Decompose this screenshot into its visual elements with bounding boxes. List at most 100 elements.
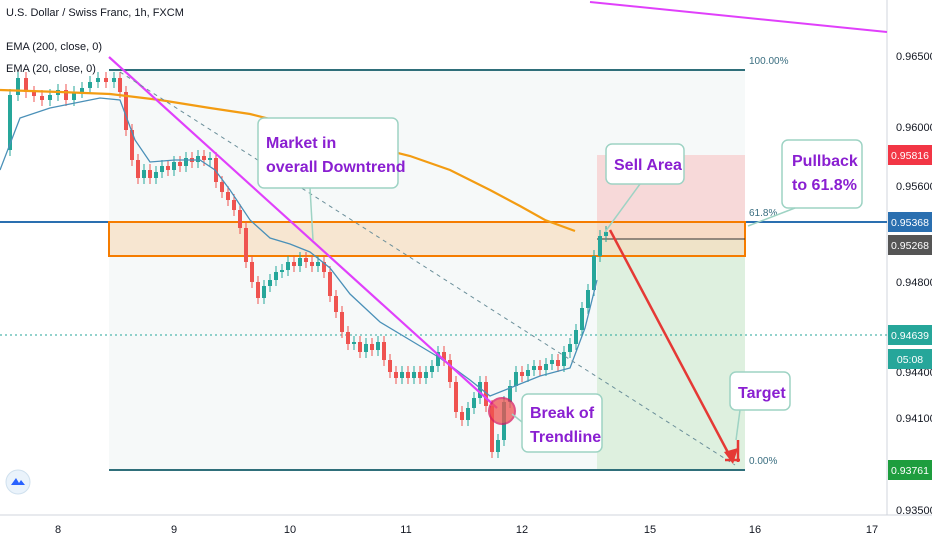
price-tag-label: 0.93761 — [891, 465, 929, 477]
ema20-legend[interactable]: EMA (20, close, 0) — [6, 63, 96, 75]
candle-body — [448, 360, 452, 382]
candle-body — [454, 382, 458, 412]
candle-body — [550, 360, 554, 364]
candle-body — [8, 95, 12, 150]
candle-body — [202, 156, 206, 160]
price-tag-label: 0.95816 — [891, 150, 929, 162]
candle-body — [316, 262, 320, 266]
break-label-2: Trendline — [530, 429, 601, 446]
candle-body — [160, 166, 164, 172]
candle-body — [136, 160, 140, 178]
candle-body — [80, 88, 84, 92]
pullback-label-2: to 61.8% — [792, 177, 857, 194]
candle-body — [352, 342, 356, 344]
target-label: Target — [738, 385, 786, 402]
candle-body — [196, 156, 200, 162]
candle-body — [172, 162, 176, 170]
y-tick-label: 0.96500 — [896, 51, 932, 63]
candle-body — [48, 95, 52, 100]
target-callout: Target — [729, 371, 791, 441]
candle-body — [394, 372, 398, 378]
candle-body — [436, 352, 440, 366]
candle-body — [490, 406, 494, 452]
candle-body — [292, 262, 296, 266]
pullback-callout: Pullback to 61.8% — [747, 139, 863, 227]
fib-level-label: 100.00% — [749, 56, 789, 67]
candle-body — [592, 256, 596, 290]
candle-body — [334, 296, 338, 312]
candle-body — [16, 78, 20, 95]
candle-body — [508, 386, 512, 402]
sell-profit-zone — [597, 239, 745, 470]
candle-body — [244, 228, 248, 262]
fib-diagonal — [119, 71, 736, 466]
break-marker — [488, 397, 516, 425]
candle-body — [430, 366, 434, 372]
candle-body — [118, 78, 122, 92]
candle-body — [568, 344, 572, 352]
candle-body — [24, 78, 28, 92]
price-tag — [888, 212, 932, 232]
x-axis-ticks: 8 9 10 11 12 15 16 17 — [55, 524, 878, 536]
upper-trendline — [589, 1, 888, 33]
candle-body — [262, 286, 266, 298]
candle-body — [358, 342, 362, 352]
candle-body — [166, 166, 170, 170]
candle-body — [154, 172, 158, 178]
candle-body — [298, 258, 302, 266]
price-axis[interactable] — [887, 0, 932, 515]
target-arrowhead — [724, 448, 738, 464]
candle-body — [382, 342, 386, 360]
candle-body — [526, 370, 530, 376]
candle-body — [598, 236, 602, 256]
candle-body — [238, 210, 242, 228]
candle-body — [514, 372, 518, 386]
y-tick-label: 0.95600 — [896, 181, 932, 193]
candle-body — [40, 96, 44, 100]
y-tick-label: 0.96000 — [896, 122, 932, 134]
candle-body — [574, 330, 578, 344]
ema200-legend[interactable]: EMA (200, close, 0) — [6, 41, 102, 53]
candle-body — [376, 342, 380, 350]
x-tick-label: 11 — [400, 524, 411, 536]
candle-body — [406, 372, 410, 378]
target-arrow — [608, 229, 735, 463]
candle-body — [104, 78, 108, 82]
candle-body — [124, 92, 128, 130]
x-tick-label: 12 — [516, 524, 528, 536]
candle-body — [556, 360, 560, 366]
candle-body — [268, 280, 272, 286]
price-tag — [888, 349, 932, 369]
candle-body — [208, 158, 212, 160]
tradingview-logo[interactable] — [5, 469, 31, 495]
candle-body — [460, 412, 464, 420]
price-tag-label: 0.95268 — [891, 240, 929, 252]
x-tick-label: 10 — [284, 524, 296, 536]
candle-body — [72, 92, 76, 100]
candle-body — [112, 78, 116, 82]
candle-body — [250, 262, 254, 282]
downtrend-label-2: overall Downtrend — [266, 159, 406, 176]
symbol-title: U.S. Dollar / Swiss Franc, 1h, FXCM — [6, 7, 184, 19]
price-tag — [888, 235, 932, 255]
fib-level-label: 0.00% — [749, 456, 777, 467]
price-tags: 0.95816 0.95368 0.95268 0.94639 05:08 0.93761 — [888, 145, 932, 480]
fib-level-label: 61.8% — [749, 208, 777, 219]
candle-body — [226, 192, 230, 200]
candle-body — [496, 440, 500, 452]
x-tick-label: 9 — [171, 524, 177, 536]
price-tag — [888, 325, 932, 345]
y-tick-label: 0.94100 — [896, 413, 932, 425]
candle-body — [466, 408, 470, 420]
price-tag — [888, 460, 932, 480]
candle-body — [220, 182, 224, 192]
sell-area-label: Sell Area — [614, 157, 682, 174]
candle-body — [544, 364, 548, 370]
candle-body — [280, 270, 284, 272]
candle-body — [364, 344, 368, 352]
candle-body — [484, 382, 488, 406]
y-tick-label: 0.93500 — [896, 505, 932, 517]
candle-body — [64, 90, 68, 100]
candle-body — [370, 344, 374, 350]
